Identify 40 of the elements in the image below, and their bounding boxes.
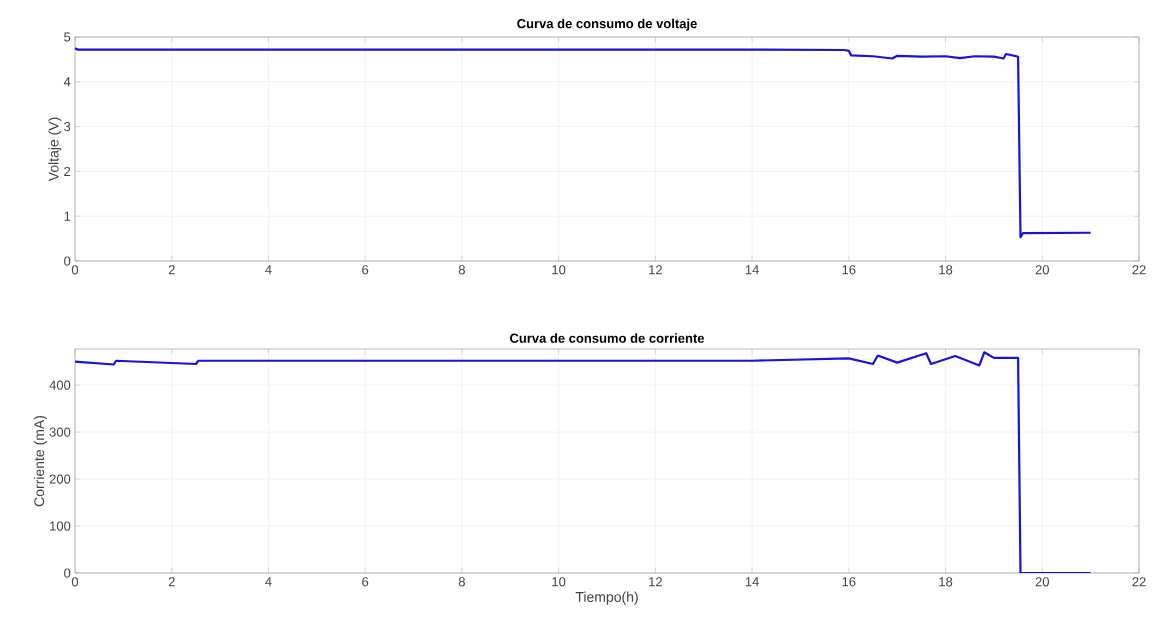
y-tick-label: 100: [50, 521, 71, 531]
x-tick-label: 12: [649, 265, 662, 275]
x-tick-label: 8: [458, 577, 465, 587]
x-tick-label: 12: [649, 577, 662, 587]
x-tick-label: 18: [939, 265, 953, 275]
x-tick-label: 10: [552, 265, 566, 275]
x-tick-label: 0: [71, 577, 79, 587]
x-tick-label: 22: [1132, 577, 1146, 587]
x-tick-label: 14: [745, 577, 759, 587]
y-tick-label: 1: [64, 211, 71, 221]
x-tick-label: 20: [1035, 577, 1049, 587]
y-tick-label: 2: [64, 166, 71, 176]
y-tick-label: 300: [49, 427, 71, 437]
y-axis-title: Voltaje (V): [48, 117, 62, 182]
x-tick-label: 2: [168, 577, 175, 587]
y-tick-label: 4: [63, 77, 71, 87]
y-tick-label: 3: [64, 121, 71, 132]
chart-title: Curva de consumo de voltaje: [517, 18, 697, 31]
y-tick-label: 0: [64, 256, 71, 266]
y-tick-label: 400: [49, 380, 71, 390]
x-tick-label: 22: [1132, 265, 1146, 275]
chart-title: Curva de consumo de corriente: [510, 333, 705, 343]
x-tick-label: 10: [552, 577, 566, 587]
x-tick-label: 2: [168, 265, 175, 275]
x-tick-label: 6: [362, 265, 369, 275]
y-axis-title: Corriente (mA): [33, 415, 47, 507]
x-tick-label: 20: [1035, 265, 1049, 275]
x-tick-label: 14: [745, 265, 759, 275]
x-tick-label: 16: [842, 265, 856, 275]
x-tick-label: 16: [842, 577, 856, 587]
x-tick-label: 8: [458, 265, 465, 275]
x-tick-label: 4: [265, 577, 272, 587]
y-tick-label: 200: [49, 474, 71, 484]
x-axis-title: Tiempo(h): [575, 591, 638, 605]
y-tick-label: 5: [64, 32, 71, 42]
x-tick-label: 4: [265, 265, 272, 275]
x-tick-label: 6: [362, 577, 369, 587]
x-tick-label: 18: [939, 577, 953, 587]
y-tick-label: 0: [64, 568, 71, 578]
x-tick-label: 0: [71, 265, 79, 275]
